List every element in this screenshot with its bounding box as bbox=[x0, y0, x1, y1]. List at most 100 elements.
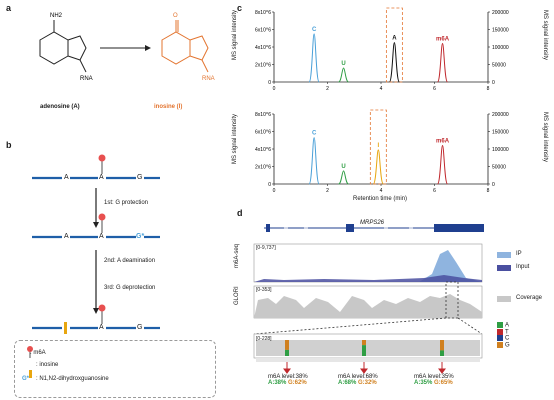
site-g-fraction bbox=[285, 340, 289, 350]
site-1: m6A level:38% A:38% G:62% bbox=[268, 374, 308, 386]
peak-label: C bbox=[312, 131, 317, 137]
input-coverage bbox=[254, 275, 482, 282]
site-2-g: G:32% bbox=[358, 380, 377, 386]
m6a-seq-label: m6A-seq bbox=[234, 243, 240, 268]
x-tick: 4 bbox=[380, 86, 383, 92]
row2-base-2: A bbox=[99, 233, 104, 240]
row1-base-2: A bbox=[99, 174, 104, 181]
row3-base-2: A bbox=[99, 324, 104, 331]
peak-label: U bbox=[341, 164, 345, 170]
y-tick-right: 50000 bbox=[492, 63, 506, 69]
y-tick-right: 0 bbox=[492, 80, 495, 86]
glori-range: [0-353] bbox=[256, 287, 272, 293]
legend-gstar-symbol: G* bbox=[22, 376, 30, 382]
genome-track-figure bbox=[253, 224, 484, 362]
panel-label-d: d bbox=[237, 208, 243, 218]
c-xlabel: Retention time (min) bbox=[353, 196, 408, 202]
site-2: m6A level:68% A:68% G:32% bbox=[338, 374, 378, 386]
peak-C bbox=[308, 33, 320, 83]
adenosine-structure bbox=[39, 20, 87, 73]
row2-base-3: G* bbox=[136, 233, 145, 240]
peak-label: m6A bbox=[436, 37, 450, 43]
c-ylabel-right-bottom: MS signal intensity bbox=[542, 112, 548, 163]
row3-base-3: G bbox=[137, 324, 143, 331]
site-3: m6A level:35% A:35% G:65% bbox=[414, 374, 454, 386]
step-2-label: 2nd: A deamination bbox=[104, 258, 156, 264]
m6a-seq-range: [0-9,737] bbox=[256, 245, 276, 251]
c-ylabel-right-top: MS signal intensity bbox=[542, 10, 548, 61]
peak-label: C bbox=[312, 27, 317, 33]
base-a: A bbox=[505, 322, 510, 329]
step-1-label: 1st: G protection bbox=[104, 200, 149, 206]
y-tick-left: 6x10^6 bbox=[255, 130, 271, 136]
peak-C bbox=[308, 137, 320, 185]
row1-base-1: A bbox=[64, 174, 69, 181]
y-tick-right: 0 bbox=[492, 182, 495, 188]
gene-name: MRPS26 bbox=[360, 220, 385, 226]
highlight-box bbox=[385, 7, 403, 83]
site-2-level: m6A level:68% bbox=[338, 374, 378, 380]
x-tick: 2 bbox=[326, 188, 329, 194]
peak-U bbox=[338, 67, 349, 83]
coverage-swatch bbox=[497, 296, 511, 302]
y-tick-right: 150000 bbox=[492, 130, 509, 136]
y-tick-left: 4x10^6 bbox=[255, 147, 271, 153]
site-2-a: A:68% bbox=[338, 380, 357, 386]
inosine-structure bbox=[161, 20, 209, 73]
peak-U bbox=[338, 170, 349, 185]
site-a-fraction bbox=[362, 345, 366, 356]
x-tick: 2 bbox=[326, 86, 329, 92]
y-tick-left: 4x10^6 bbox=[255, 45, 271, 51]
ip-swatch bbox=[497, 252, 511, 258]
structures-diagram: NH2 RNA O RNA bbox=[39, 13, 215, 82]
base-legend: A T C G bbox=[497, 322, 510, 348]
row1-base-3: G bbox=[137, 174, 143, 181]
y-tick-left: 2x10^6 bbox=[255, 165, 271, 171]
peak-m6A bbox=[437, 144, 449, 185]
adenosine-nh2: NH2 bbox=[50, 13, 63, 19]
y-tick-right: 150000 bbox=[492, 28, 509, 34]
input-swatch bbox=[497, 265, 511, 271]
panel-label-b: b bbox=[6, 140, 12, 150]
legend-input: Input bbox=[516, 264, 530, 270]
site-3-g: G:65% bbox=[434, 380, 453, 386]
base-c: C bbox=[505, 335, 510, 342]
adenosine-rna: RNA bbox=[80, 76, 93, 82]
chromatogram-chart: 0 2x10^6 4x10^6 6x10^6 8x10^6 0 50000 100000 150… bbox=[255, 7, 509, 194]
m6a-pins bbox=[98, 154, 106, 324]
legend-m6a: : m6A bbox=[30, 350, 46, 356]
legend-inosine: : inosine bbox=[36, 362, 59, 368]
row2-base-1: A bbox=[64, 233, 69, 240]
legend-gstar: : N1,N2-dihydroxguanosine bbox=[36, 376, 109, 382]
peak-I bbox=[372, 149, 384, 185]
peak-label: A bbox=[392, 36, 397, 42]
x-tick: 6 bbox=[433, 86, 436, 92]
site-1-g: G:62% bbox=[288, 380, 307, 386]
site-g-fraction bbox=[362, 340, 366, 346]
y-tick-right: 200000 bbox=[492, 112, 509, 118]
y-tick-left: 2x10^6 bbox=[255, 63, 271, 69]
x-tick: 8 bbox=[487, 86, 490, 92]
peak-label: m6A bbox=[436, 139, 450, 145]
site-1-a: A:38% bbox=[268, 380, 287, 386]
x-tick: 0 bbox=[273, 86, 276, 92]
c-ylabel-left-bottom: MS signal intensity bbox=[232, 113, 238, 164]
x-tick: 8 bbox=[487, 188, 490, 194]
y-tick-left: 6x10^6 bbox=[255, 28, 271, 34]
site-3-a: A:35% bbox=[414, 380, 433, 386]
y-tick-left: 8x10^6 bbox=[255, 10, 271, 16]
base-t: T bbox=[505, 329, 509, 336]
legend-ip: IP bbox=[516, 251, 522, 257]
panel-label-c: c bbox=[237, 3, 243, 13]
adenosine-label: adenosine (A) bbox=[40, 104, 80, 110]
y-tick-left: 0 bbox=[268, 182, 271, 188]
inosine-o: O bbox=[173, 13, 178, 19]
glori-track-label: GLORI bbox=[234, 286, 240, 305]
inosine-rna: RNA bbox=[202, 76, 215, 82]
y-tick-right: 200000 bbox=[492, 10, 509, 16]
peak-label: U bbox=[341, 61, 345, 67]
site-a-fraction bbox=[440, 350, 444, 356]
workflow-legend bbox=[14, 340, 216, 398]
panel-label-a: a bbox=[6, 3, 12, 13]
workflow-diagram bbox=[32, 154, 160, 334]
